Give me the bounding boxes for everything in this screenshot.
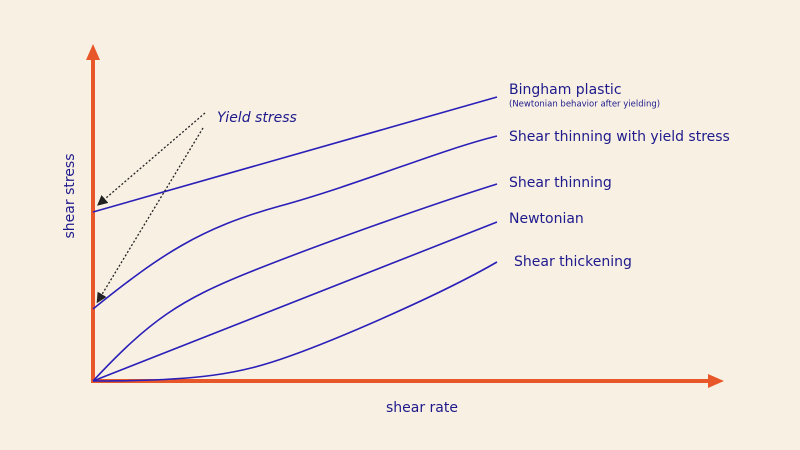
bingham-curve — [92, 96, 498, 213]
y-axis-arrow — [86, 44, 100, 60]
annotation: Yield stress — [217, 110, 297, 126]
x-axis-arrow — [708, 374, 724, 388]
curve-label: Shear thinning with yield stress — [509, 129, 730, 145]
yield-pointer — [96, 127, 204, 304]
curve-label: Newtonian — [509, 211, 584, 227]
x-axis-label: shear rate — [386, 400, 458, 416]
thinning-curve — [92, 183, 498, 382]
curve-label: Bingham plastic — [509, 82, 622, 98]
curve-note: (Newtonian behavior after yielding) — [509, 100, 660, 110]
curve-label: Shear thickening — [514, 254, 632, 270]
newtonian-curve — [92, 221, 498, 382]
thinning-yield-curve — [92, 135, 498, 310]
thickening-curve — [92, 261, 498, 382]
y-axis-label: shear stress — [62, 154, 78, 239]
curve-label: Shear thinning — [509, 175, 612, 191]
yield-pointer — [97, 112, 206, 206]
